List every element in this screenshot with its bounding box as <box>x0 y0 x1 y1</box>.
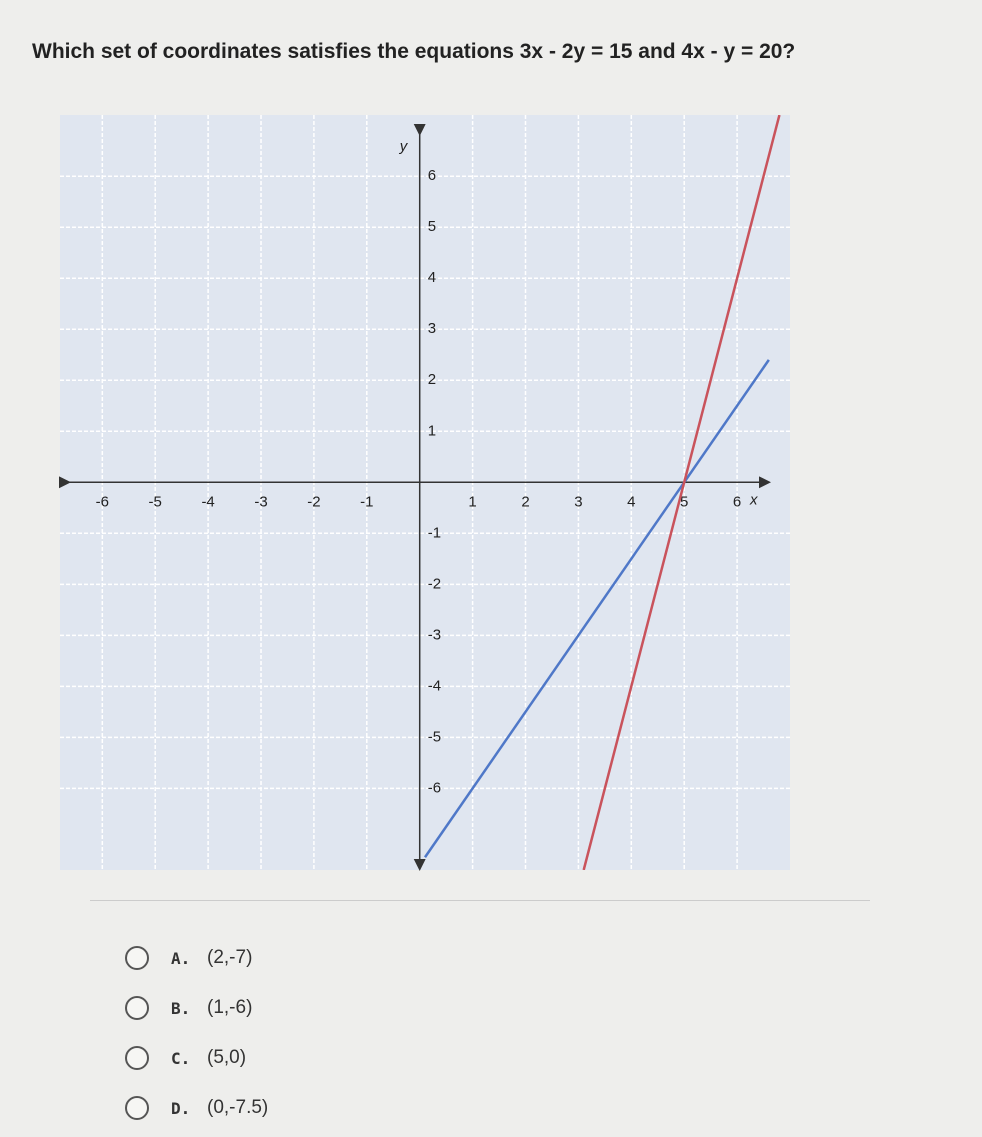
x-tick-label: -4 <box>201 493 214 510</box>
answer-option[interactable]: C. (5,0) <box>125 1045 246 1071</box>
separator <box>90 900 870 901</box>
radio-button[interactable] <box>125 1096 149 1120</box>
y-tick-label: -1 <box>428 524 441 541</box>
option-text: (0,-7.5) <box>207 1097 269 1118</box>
y-tick-label: -2 <box>428 575 441 592</box>
question: Which set of coordinates satisfies the e… <box>32 40 796 63</box>
y-tick-label: 2 <box>428 371 436 388</box>
x-tick-label: 3 <box>574 493 582 510</box>
line <box>582 115 781 870</box>
option-text: (5,0) <box>207 1047 247 1068</box>
radio-button[interactable] <box>125 1046 149 1070</box>
x-tick-label: 4 <box>627 493 635 510</box>
y-tick-label: -5 <box>428 728 441 745</box>
y-tick-label: 3 <box>428 320 436 337</box>
y-tick-label: 5 <box>428 218 436 235</box>
x-tick-label: -6 <box>96 493 109 510</box>
x-tick-label: 6 <box>733 493 741 510</box>
x-tick-label: -3 <box>254 493 267 510</box>
radio-button[interactable] <box>125 996 149 1020</box>
y-tick-label: 4 <box>428 269 436 286</box>
radio-button[interactable] <box>125 946 149 970</box>
y-tick-label: 6 <box>428 167 436 184</box>
x-tick-label: -5 <box>149 493 162 510</box>
option-text: (1,-6) <box>207 997 253 1018</box>
line <box>423 359 770 858</box>
option-letter: C. <box>171 1048 191 1068</box>
option-letter: D. <box>171 1098 191 1118</box>
option-letter: B. <box>171 998 191 1018</box>
x-tick-label: 1 <box>468 493 476 510</box>
option-letter: A. <box>171 948 191 968</box>
answer-option[interactable]: D. (0,-7.5) <box>125 1095 268 1121</box>
y-tick-label: -4 <box>428 677 441 694</box>
x-tick-label: -1 <box>360 493 373 510</box>
x-axis-label: x <box>749 491 758 508</box>
y-axis-label: y <box>399 138 409 155</box>
option-text: (2,-7) <box>207 947 253 968</box>
answer-option[interactable]: A. (2,-7) <box>125 945 252 971</box>
x-tick-label: -2 <box>307 493 320 510</box>
answer-option[interactable]: B. (1,-6) <box>125 995 252 1021</box>
x-tick-label: 5 <box>680 493 688 510</box>
x-tick-label: 2 <box>521 493 529 510</box>
y-tick-label: -3 <box>428 626 441 643</box>
y-tick-label: 1 <box>428 422 436 439</box>
y-tick-label: -6 <box>428 779 441 796</box>
